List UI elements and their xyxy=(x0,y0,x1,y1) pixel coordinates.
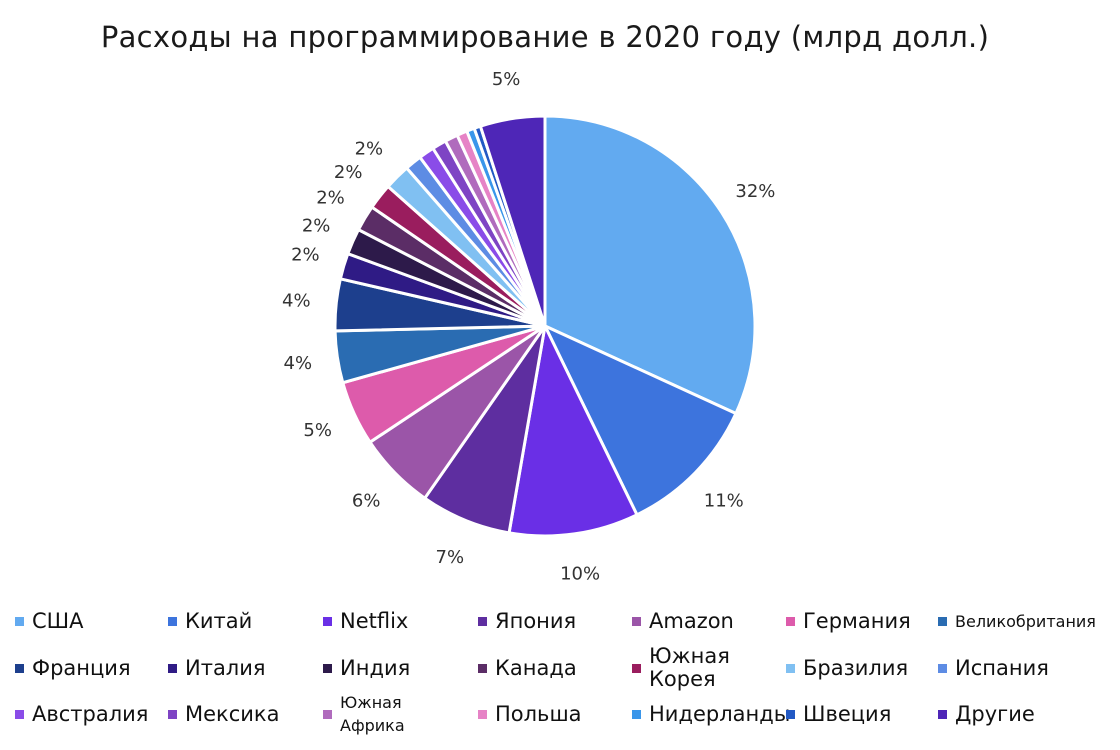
legend-swatch xyxy=(168,710,177,719)
legend-swatch xyxy=(938,710,947,719)
legend-item-китай: Китай xyxy=(168,610,252,633)
data-label-другие: 5% xyxy=(492,69,521,90)
data-label-италия: 2% xyxy=(291,245,320,266)
legend-item-мексика: Мексика xyxy=(168,703,279,726)
chart-title: Расходы на программирование в 2020 году … xyxy=(100,20,990,54)
legend-swatch xyxy=(938,617,947,626)
legend-item-польша: Польша xyxy=(478,703,582,726)
data-label-бразилия: 2% xyxy=(355,139,384,160)
legend-item-франция: Франция xyxy=(15,657,131,680)
legend-swatch xyxy=(323,617,332,626)
pie-slice-китай xyxy=(541,322,738,517)
legend-label: Нидерланды xyxy=(649,702,791,726)
pie-slice-другие xyxy=(478,114,547,327)
legend-item-amazon: Amazon xyxy=(632,610,734,633)
legend-item-индия: Индия xyxy=(323,657,410,680)
legend-label: Испания xyxy=(955,656,1049,680)
pie-slice-netflix xyxy=(507,321,639,538)
legend-item-южная-африка: Южная Африка xyxy=(323,691,440,737)
legend-item-германия: Германия xyxy=(786,610,911,633)
legend-label: Польша xyxy=(495,702,582,726)
legend-item-netflix: Netflix xyxy=(323,610,408,633)
legend-swatch xyxy=(938,664,947,673)
legend-item-бразилия: Бразилия xyxy=(786,657,908,680)
data-label-япония: 7% xyxy=(436,547,465,568)
data-label-индия: 2% xyxy=(302,215,331,236)
legend-label: Другие xyxy=(955,702,1035,726)
data-label-netflix: 10% xyxy=(560,564,600,585)
legend-swatch xyxy=(786,710,795,719)
legend-label: Япония xyxy=(495,609,577,633)
data-label-великобритания: 4% xyxy=(284,353,313,374)
legend-item-нидерланды: Нидерланды xyxy=(632,703,790,726)
data-label-канада: 2% xyxy=(316,188,345,209)
legend-label: Франция xyxy=(32,656,131,680)
data-label-сша: 32% xyxy=(735,181,775,202)
legend-item-италия: Италия xyxy=(168,657,266,680)
legend-item-швеция: Швеция xyxy=(786,703,891,726)
legend-label: Канада xyxy=(495,656,577,680)
legend-swatch xyxy=(323,664,332,673)
legend-label: Южная Корея xyxy=(649,644,730,691)
legend-swatch xyxy=(15,617,24,626)
legend-swatch xyxy=(478,617,487,626)
legend-label: Мексика xyxy=(185,702,280,726)
legend-label: Южная Африка xyxy=(340,693,405,735)
legend-swatch xyxy=(786,617,795,626)
legend-swatch xyxy=(786,664,795,673)
data-label-франция: 4% xyxy=(282,291,311,312)
legend-item-канада: Канада xyxy=(478,657,577,680)
legend: США Китай Netflix Япония Amazon Германия Велик… xyxy=(0,600,1120,750)
legend-label: Netflix xyxy=(340,609,409,633)
legend-item-япония: Япония xyxy=(478,610,576,633)
data-label-германия: 5% xyxy=(303,420,332,441)
data-label-amazon: 6% xyxy=(352,491,381,512)
legend-swatch xyxy=(632,663,641,673)
legend-label: Австралия xyxy=(32,702,149,726)
legend-label: Китай xyxy=(185,609,253,633)
legend-item-другие: Другие xyxy=(938,703,1035,726)
legend-label: Бразилия xyxy=(803,656,909,680)
legend-item-южная-корея: Южная Корея xyxy=(632,645,749,691)
legend-label: США xyxy=(32,609,84,633)
legend-swatch xyxy=(478,710,487,719)
pie-chart: 32%11%10%7%6%5%4%4%2%2%2%2%2%5% xyxy=(282,69,775,585)
legend-swatch xyxy=(15,664,24,673)
legend-swatch xyxy=(15,710,24,719)
legend-swatch xyxy=(478,664,487,673)
legend-item-великобритания: Великобритания xyxy=(938,610,1096,633)
legend-item-сша: США xyxy=(15,610,84,633)
legend-label: Италия xyxy=(185,656,266,680)
legend-label: Германия xyxy=(803,609,911,633)
legend-swatch xyxy=(323,709,332,719)
legend-item-испания: Испания xyxy=(938,657,1049,680)
legend-label: Amazon xyxy=(649,609,734,633)
legend-swatch xyxy=(632,710,641,719)
legend-label: Индия xyxy=(340,656,411,680)
legend-swatch xyxy=(168,617,177,626)
pie-slice-сша xyxy=(543,114,757,416)
legend-swatch xyxy=(168,664,177,673)
data-label-китай: 11% xyxy=(704,491,744,512)
legend-item-австралия: Австралия xyxy=(15,703,148,726)
data-label-южная-корея: 2% xyxy=(334,162,363,183)
legend-label: Великобритания xyxy=(955,612,1096,631)
legend-swatch xyxy=(632,617,641,626)
legend-label: Швеция xyxy=(803,702,892,726)
